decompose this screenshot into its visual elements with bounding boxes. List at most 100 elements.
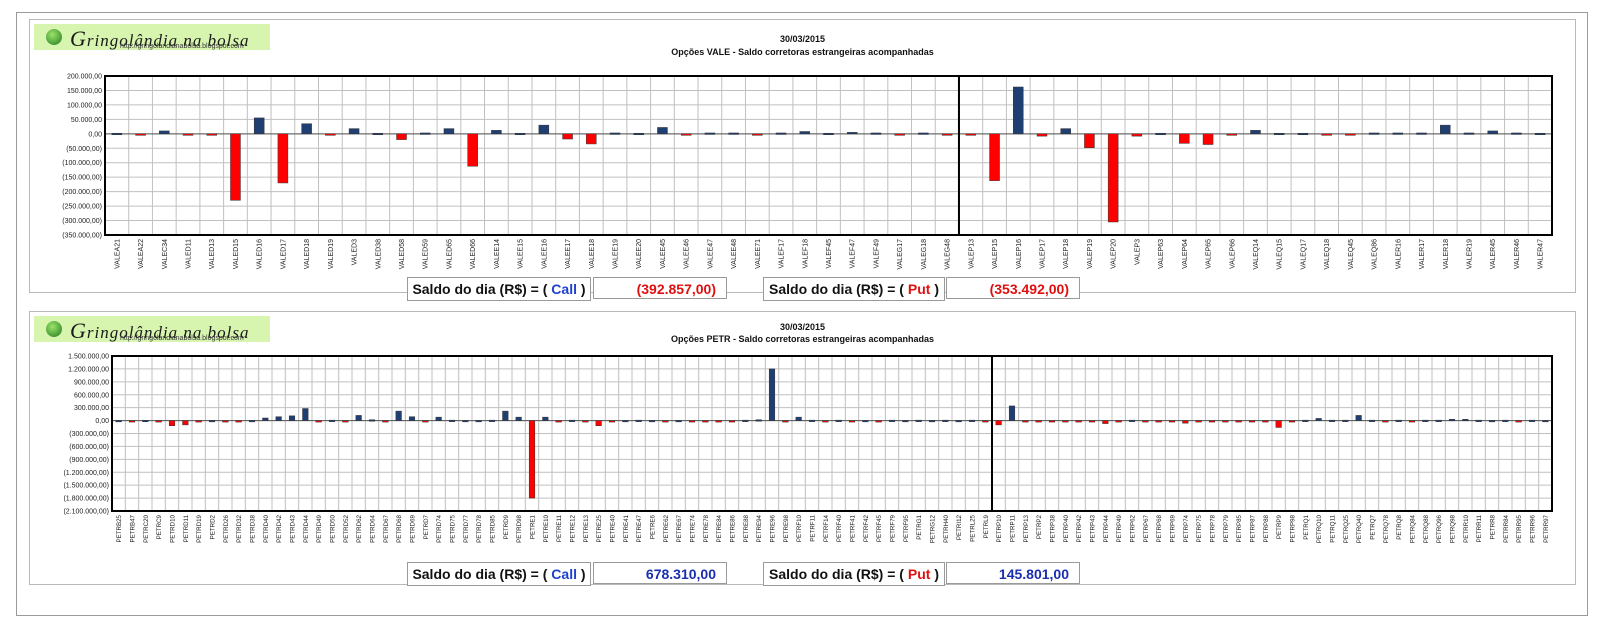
bar — [1202, 133, 1214, 145]
y-tick-label: (50.000,00) — [66, 146, 102, 153]
x-tick-label: PETRB47 — [130, 514, 137, 542]
bar — [848, 420, 856, 423]
x-tick-label: PETRQ98 — [1450, 514, 1457, 543]
logo-name: ringolândia na bolsa — [86, 323, 250, 342]
bar — [662, 420, 669, 423]
chart-date: 30/03/2015 — [779, 34, 826, 44]
logo-url: http://gringolandianabolsa.blogspot.com — [120, 335, 244, 342]
x-tick-label: VALEE15 — [518, 239, 525, 269]
y-tick-label: 900.000,00 — [74, 379, 109, 386]
x-tick-label: PETRR84 — [1503, 514, 1510, 542]
bar — [918, 132, 929, 135]
y-tick-label: 0,00 — [88, 131, 102, 138]
x-tick-label: PETRQ84 — [1410, 514, 1417, 543]
x-tick-label: PETRF79 — [890, 514, 897, 542]
x-tick-label: VALEE16 — [541, 239, 548, 269]
x-tick-label: PETRF11 — [810, 514, 817, 541]
bar — [1022, 420, 1029, 423]
bar — [475, 420, 482, 423]
bar — [968, 419, 976, 422]
x-tick-label: PETRF10 — [796, 514, 803, 542]
bar — [902, 420, 909, 423]
bar — [1155, 420, 1162, 423]
x-tick-label: PETRP11 — [1010, 514, 1017, 542]
x-tick-label: VALEG18 — [921, 239, 928, 270]
x-tick-label: PETRQ1 — [1303, 514, 1310, 539]
bar — [342, 420, 349, 423]
bar — [870, 132, 882, 135]
x-tick-label: PETRQ88 — [1423, 514, 1430, 543]
x-tick-label: PETRQ96 — [1436, 514, 1443, 543]
x-tick-label: PETRD40 — [263, 514, 270, 542]
bar — [1440, 124, 1451, 135]
bar — [420, 132, 431, 135]
bar — [277, 133, 289, 184]
call-word: Call — [551, 281, 577, 297]
bar — [942, 419, 949, 422]
bar — [1008, 405, 1016, 421]
bar — [1102, 420, 1109, 424]
logo-name: ringolândia na bolsa — [86, 31, 250, 50]
x-tick-label: PETRE41 — [623, 514, 630, 542]
x-tick-label: PETRD19 — [196, 514, 203, 542]
x-tick-label: PETRD68 — [396, 514, 403, 542]
bar — [448, 419, 456, 422]
put-summary-value: 145.801,00 — [946, 562, 1080, 584]
x-tick-label: PETRP69 — [1170, 514, 1177, 542]
bar — [941, 133, 953, 136]
bar — [348, 128, 360, 135]
x-tick-label: VALEP19 — [1087, 239, 1094, 269]
bar — [1463, 132, 1475, 135]
logo-initial: G — [70, 26, 87, 51]
x-tick-label: PETRP98 — [1290, 514, 1297, 542]
x-tick-label: PETRD42 — [276, 514, 283, 542]
x-tick-label: VALEE46 — [684, 239, 691, 269]
x-tick-label: PETRI12 — [956, 514, 963, 540]
bar — [408, 416, 416, 421]
call-word: Call — [551, 566, 577, 582]
bar — [1182, 420, 1189, 424]
bar — [702, 420, 709, 423]
bar — [808, 419, 816, 422]
x-tick-label: PETRP74 — [1183, 514, 1190, 542]
x-tick-label: PETRE6 — [650, 514, 657, 539]
x-tick-label: PETRG12 — [930, 514, 937, 543]
bar — [1235, 420, 1242, 423]
petr-bar-chart: 1.500.000,00 1.200.000,00 900.000,00 600.00… — [63, 354, 1553, 543]
x-tick-label: VALEA21 — [114, 239, 121, 269]
x-tick-label: PETRP79 — [1223, 514, 1230, 542]
x-tick-label: VALEP63 — [1158, 239, 1165, 269]
x-tick-label: PETRF95 — [903, 514, 910, 542]
y-tick-label: (1.500.000,00) — [63, 483, 109, 490]
bar — [555, 420, 562, 423]
x-tick-label: PETRF40 — [836, 514, 843, 542]
y-tick-label: (250.000,00) — [62, 204, 102, 211]
bar — [888, 419, 896, 422]
x-tick-label: VALED18 — [304, 239, 311, 269]
x-tick-label: PETRQ25 — [1343, 514, 1350, 543]
chart-title: Opções PETR - Saldo corretoras estrangei… — [670, 334, 935, 344]
x-tick-label: PETRP67 — [1143, 514, 1150, 542]
globe-icon — [46, 29, 62, 45]
bar — [159, 130, 170, 135]
x-tick-label: VALEP16 — [1016, 239, 1023, 269]
bar — [568, 419, 576, 422]
bar — [1155, 132, 1166, 135]
x-tick-label: PETRE78 — [703, 514, 710, 542]
call-summary-value: 678.310,00 — [593, 562, 727, 584]
x-tick-label: VALEF47 — [850, 239, 857, 269]
bar — [182, 133, 194, 136]
x-tick-label: VALER18 — [1443, 239, 1450, 269]
y-tick-label: 300.000,00 — [74, 405, 109, 412]
x-tick-label: PETRR8 — [1490, 514, 1497, 539]
x-tick-label: PETRF42 — [863, 514, 870, 542]
bar — [1084, 133, 1095, 148]
bar — [1275, 420, 1282, 428]
bar — [1250, 130, 1261, 135]
bar — [823, 132, 834, 135]
bar — [1328, 419, 1336, 422]
bar — [1502, 419, 1509, 422]
bar — [1488, 420, 1496, 423]
x-tick-label: PETRF14 — [823, 514, 830, 542]
put-word: Put — [907, 566, 931, 582]
